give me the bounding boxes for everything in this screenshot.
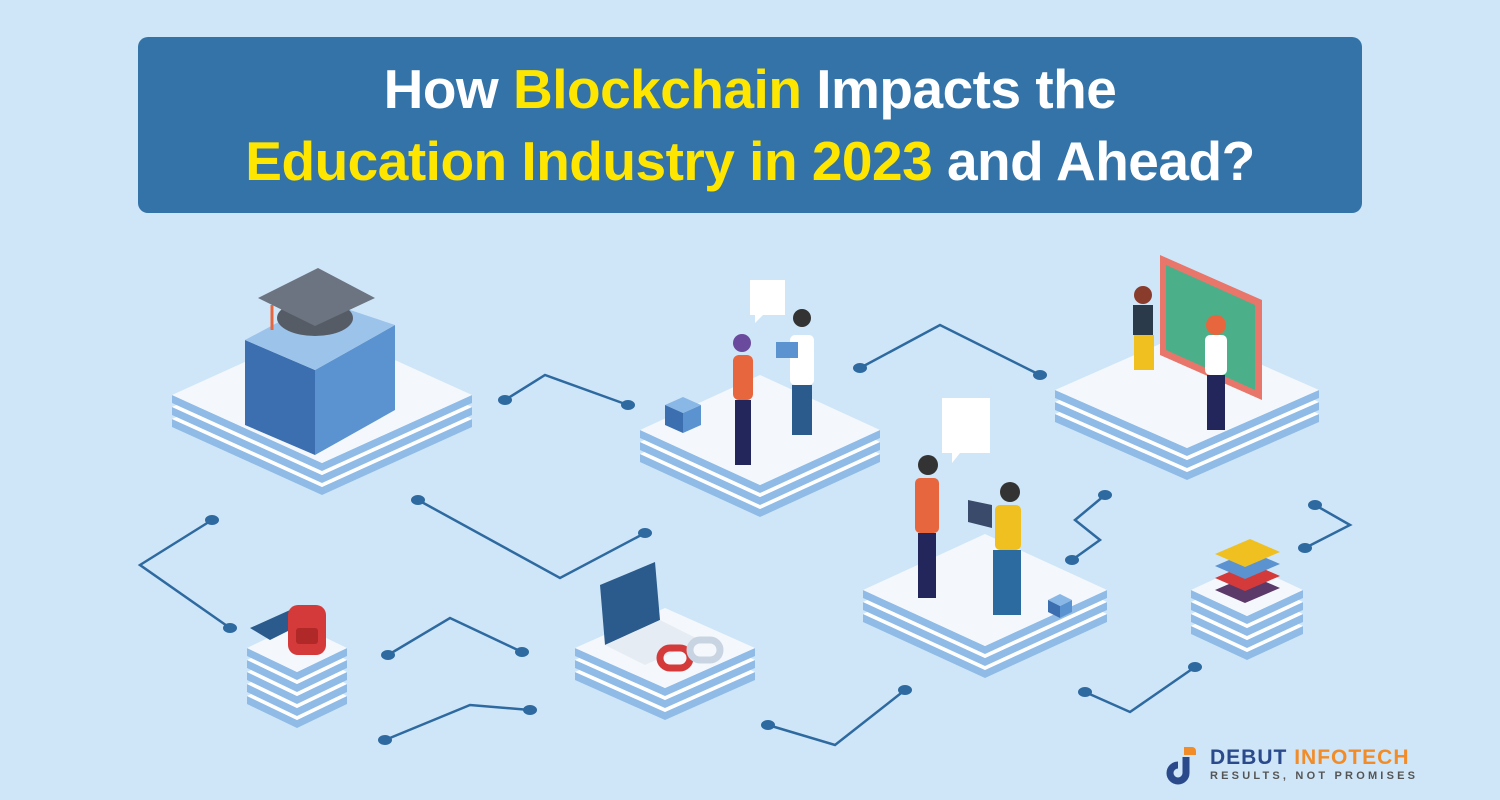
book-stack-icon bbox=[1215, 539, 1280, 603]
circuit-line bbox=[859, 323, 1041, 377]
debut-infotech-logo: DEBUT INFOTECH RESULTS, NOT PROMISES bbox=[1166, 745, 1418, 785]
title-line-2: Education Industry in 2023 and Ahead? bbox=[245, 125, 1255, 197]
circuit-node bbox=[381, 650, 395, 660]
logo-mark-icon bbox=[1166, 747, 1196, 785]
circuit-line bbox=[387, 616, 523, 657]
circuit-line bbox=[1304, 503, 1353, 550]
circuit-node bbox=[761, 720, 775, 730]
logo-name-part2: INFOTECH bbox=[1294, 746, 1410, 769]
logo-tagline: RESULTS, NOT PROMISES bbox=[1210, 770, 1419, 782]
circuit-line bbox=[1071, 494, 1106, 562]
circuit-node bbox=[378, 735, 392, 745]
logo-name: DEBUT INFOTECH bbox=[1210, 747, 1418, 769]
title-highlight: Blockchain bbox=[513, 58, 802, 120]
circuit-node bbox=[523, 705, 537, 715]
title-line-1: How Blockchain Impacts the bbox=[384, 53, 1117, 125]
backpack-books-icon bbox=[250, 605, 326, 655]
circuit-node bbox=[411, 495, 425, 505]
circuit-line bbox=[504, 373, 629, 407]
circuit-node bbox=[223, 623, 237, 633]
platform bbox=[640, 375, 880, 517]
students-talking-icon bbox=[733, 280, 814, 465]
circuit-line bbox=[384, 703, 531, 742]
circuit-node bbox=[638, 528, 652, 538]
circuit-node bbox=[621, 400, 635, 410]
title-text: Impacts the bbox=[816, 58, 1117, 120]
circuit-line bbox=[767, 689, 906, 747]
figures bbox=[245, 255, 1280, 672]
circuit-node bbox=[1188, 662, 1202, 672]
circuit-node bbox=[898, 685, 912, 695]
title-text: and Ahead? bbox=[946, 130, 1255, 192]
students-laptop-icon bbox=[915, 398, 1021, 615]
title-banner: How Blockchain Impacts the Education Ind… bbox=[138, 37, 1362, 213]
circuit-node bbox=[498, 395, 512, 405]
circuit-node bbox=[515, 647, 529, 657]
laptop-chain-icon bbox=[600, 562, 724, 672]
circuit-node bbox=[1298, 543, 1312, 553]
circuit-node bbox=[1078, 687, 1092, 697]
circuit-line bbox=[1084, 665, 1196, 714]
circuit-lines bbox=[137, 323, 1353, 747]
logo-name-part1: DEBUT bbox=[1210, 746, 1288, 769]
circuit-line bbox=[137, 518, 231, 630]
blockchain-cube-icon bbox=[665, 397, 1072, 618]
circuit-node bbox=[1308, 500, 1322, 510]
title-text: How bbox=[383, 58, 499, 120]
circuit-line bbox=[417, 498, 646, 580]
circuit-node bbox=[853, 363, 867, 373]
circuit-node bbox=[205, 515, 219, 525]
teacher-blackboard-icon bbox=[1133, 255, 1262, 430]
title-highlight: Education Industry in 2023 bbox=[245, 130, 933, 192]
circuit-node bbox=[1098, 490, 1112, 500]
circuit-node bbox=[1033, 370, 1047, 380]
graduation-building-icon bbox=[245, 268, 395, 455]
circuit-node bbox=[1065, 555, 1079, 565]
